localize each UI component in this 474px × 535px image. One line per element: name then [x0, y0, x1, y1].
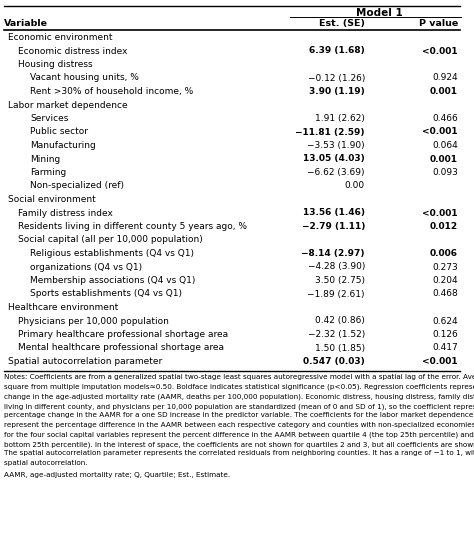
- Text: −0.12 (1.26): −0.12 (1.26): [308, 73, 365, 82]
- Text: −4.28 (3.90): −4.28 (3.90): [308, 263, 365, 271]
- Text: Residents living in different county 5 years ago, %: Residents living in different county 5 y…: [18, 222, 247, 231]
- Text: organizations (Q4 vs Q1): organizations (Q4 vs Q1): [30, 263, 142, 271]
- Text: The spatial autocorrelation parameter represents the correlated residuals from n: The spatial autocorrelation parameter re…: [4, 450, 474, 456]
- Text: 13.05 (4.03): 13.05 (4.03): [303, 155, 365, 164]
- Text: 6.39 (1.68): 6.39 (1.68): [309, 47, 365, 56]
- Text: 0.42 (0.86): 0.42 (0.86): [315, 317, 365, 325]
- Text: 0.006: 0.006: [430, 249, 458, 258]
- Text: −8.14 (2.97): −8.14 (2.97): [301, 249, 365, 258]
- Text: 0.924: 0.924: [432, 73, 458, 82]
- Text: Healthcare environment: Healthcare environment: [8, 303, 118, 312]
- Text: 0.273: 0.273: [432, 263, 458, 271]
- Text: Public sector: Public sector: [30, 127, 88, 136]
- Text: 0.012: 0.012: [430, 222, 458, 231]
- Text: <0.001: <0.001: [422, 127, 458, 136]
- Text: Spatial autocorrelation parameter: Spatial autocorrelation parameter: [8, 357, 162, 366]
- Text: 0.001: 0.001: [430, 87, 458, 96]
- Text: Social environment: Social environment: [8, 195, 96, 204]
- Text: 0.547 (0.03): 0.547 (0.03): [303, 357, 365, 366]
- Text: −1.89 (2.61): −1.89 (2.61): [308, 289, 365, 299]
- Text: −3.53 (1.90): −3.53 (1.90): [307, 141, 365, 150]
- Text: Mining: Mining: [30, 155, 60, 164]
- Text: 0.064: 0.064: [432, 141, 458, 150]
- Text: 0.001: 0.001: [430, 155, 458, 164]
- Text: Housing distress: Housing distress: [18, 60, 92, 69]
- Text: Services: Services: [30, 114, 68, 123]
- Text: 1.91 (2.62): 1.91 (2.62): [315, 114, 365, 123]
- Text: represent the percentage difference in the AAMR between each respective category: represent the percentage difference in t…: [4, 422, 474, 428]
- Text: living in different county, and physicians per 10,000 population are standardize: living in different county, and physicia…: [4, 403, 474, 409]
- Text: Physicians per 10,000 population: Physicians per 10,000 population: [18, 317, 169, 325]
- Text: 0.093: 0.093: [432, 168, 458, 177]
- Text: −6.62 (3.69): −6.62 (3.69): [308, 168, 365, 177]
- Text: Variable: Variable: [4, 19, 48, 28]
- Text: 0.417: 0.417: [432, 343, 458, 353]
- Text: 0.00: 0.00: [345, 181, 365, 190]
- Text: Family distress index: Family distress index: [18, 209, 113, 218]
- Text: Mental healthcare professional shortage area: Mental healthcare professional shortage …: [18, 343, 224, 353]
- Text: 0.466: 0.466: [432, 114, 458, 123]
- Text: change in the age-adjusted mortality rate (AAMR, deaths per 100,000 population).: change in the age-adjusted mortality rat…: [4, 394, 474, 400]
- Text: Notes: Coefficients are from a generalized spatial two-stage least squares autor: Notes: Coefficients are from a generaliz…: [4, 374, 474, 380]
- Text: <0.001: <0.001: [422, 209, 458, 218]
- Text: 3.50 (2.75): 3.50 (2.75): [315, 276, 365, 285]
- Text: 13.56 (1.46): 13.56 (1.46): [303, 209, 365, 218]
- Text: Primary healthcare professional shortage area: Primary healthcare professional shortage…: [18, 330, 228, 339]
- Text: Est. (SE): Est. (SE): [319, 19, 365, 28]
- Text: percentage change in the AAMR for a one SD increase in the predictor variable. T: percentage change in the AAMR for a one …: [4, 412, 474, 418]
- Text: −2.32 (1.52): −2.32 (1.52): [308, 330, 365, 339]
- Text: 0.204: 0.204: [432, 276, 458, 285]
- Text: Vacant housing units, %: Vacant housing units, %: [30, 73, 139, 82]
- Text: bottom 25th percentile). In the interest of space, the coefficients are not show: bottom 25th percentile). In the interest…: [4, 441, 474, 447]
- Text: Non-specialized (ref): Non-specialized (ref): [30, 181, 124, 190]
- Text: Manufacturing: Manufacturing: [30, 141, 96, 150]
- Text: Social capital (all per 10,000 population): Social capital (all per 10,000 populatio…: [18, 235, 203, 244]
- Text: AAMR, age-adjusted mortality rate; Q, Quartile; Est., Estimate.: AAMR, age-adjusted mortality rate; Q, Qu…: [4, 472, 230, 478]
- Text: 0.468: 0.468: [432, 289, 458, 299]
- Text: square from multiple imputation models≈0.50. Boldface indicates statistical sign: square from multiple imputation models≈0…: [4, 384, 474, 391]
- Text: <0.001: <0.001: [422, 47, 458, 56]
- Text: 3.90 (1.19): 3.90 (1.19): [309, 87, 365, 96]
- Text: Farming: Farming: [30, 168, 66, 177]
- Text: for the four social capital variables represent the percent difference in the AA: for the four social capital variables re…: [4, 432, 474, 438]
- Text: Membership associations (Q4 vs Q1): Membership associations (Q4 vs Q1): [30, 276, 195, 285]
- Text: P value: P value: [419, 19, 458, 28]
- Text: 0.126: 0.126: [432, 330, 458, 339]
- Text: Labor market dependence: Labor market dependence: [8, 101, 128, 110]
- Text: −11.81 (2.59): −11.81 (2.59): [295, 127, 365, 136]
- Text: Model 1: Model 1: [356, 8, 402, 18]
- Text: Sports establishments (Q4 vs Q1): Sports establishments (Q4 vs Q1): [30, 289, 182, 299]
- Text: Rent >30% of household income, %: Rent >30% of household income, %: [30, 87, 193, 96]
- Text: spatial autocorrelation.: spatial autocorrelation.: [4, 460, 88, 466]
- Text: −2.79 (1.11): −2.79 (1.11): [301, 222, 365, 231]
- Text: 0.624: 0.624: [432, 317, 458, 325]
- Text: <0.001: <0.001: [422, 357, 458, 366]
- Text: Religious establishments (Q4 vs Q1): Religious establishments (Q4 vs Q1): [30, 249, 194, 258]
- Text: Economic environment: Economic environment: [8, 33, 112, 42]
- Text: 1.50 (1.85): 1.50 (1.85): [315, 343, 365, 353]
- Text: Economic distress index: Economic distress index: [18, 47, 128, 56]
